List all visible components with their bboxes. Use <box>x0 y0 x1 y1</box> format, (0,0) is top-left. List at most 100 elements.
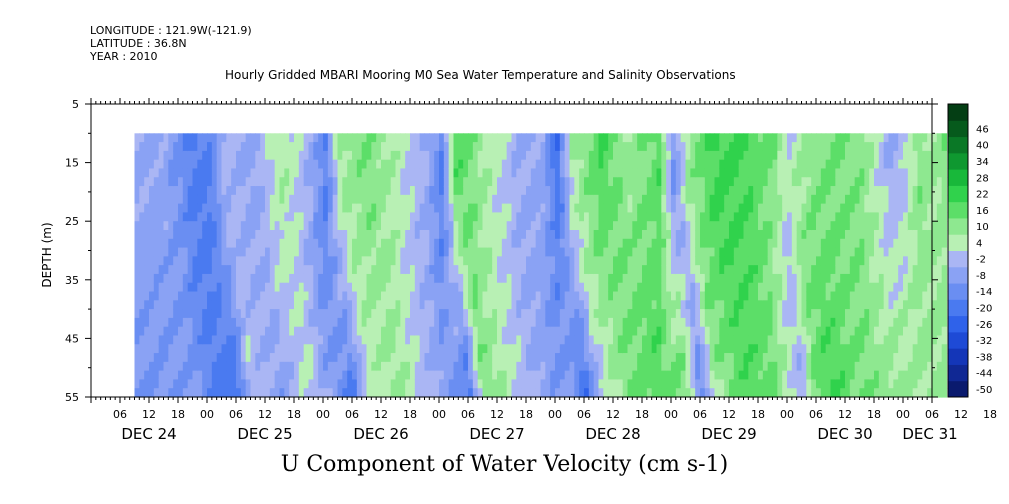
heatmap-cell <box>656 282 662 293</box>
heatmap-cell <box>559 335 566 345</box>
heatmap-cell <box>719 388 725 398</box>
heatmap-cell <box>410 133 416 143</box>
heatmap-cell <box>690 247 696 257</box>
heatmap-cell <box>443 326 450 337</box>
heatmap-cell <box>700 344 706 354</box>
heatmap-cell <box>265 353 271 363</box>
heatmap-cell <box>313 186 319 196</box>
heatmap-cell <box>569 388 575 398</box>
heatmap-cell <box>927 194 933 205</box>
heatmap-cell <box>883 282 890 293</box>
heatmap-cell <box>274 142 281 152</box>
heatmap-cell <box>139 361 145 372</box>
heatmap-cell <box>356 133 363 143</box>
heatmap-cell <box>284 265 290 275</box>
heatmap-cell <box>651 256 658 266</box>
heatmap-cell <box>869 300 875 310</box>
heatmap-cell <box>753 282 759 293</box>
heatmap-cell <box>753 370 759 381</box>
heatmap-cell <box>936 177 943 187</box>
heatmap-cell <box>656 370 662 381</box>
heatmap-cell <box>371 186 377 196</box>
heatmap-cell <box>927 247 933 257</box>
heatmap-cell <box>598 326 604 337</box>
heatmap-cell <box>516 282 522 293</box>
heatmap-cell <box>762 203 769 214</box>
heatmap-cell <box>405 388 411 398</box>
heatmap-cell <box>729 353 735 363</box>
heatmap-cell <box>187 317 194 328</box>
heatmap-cell <box>265 203 271 214</box>
heatmap-cell <box>516 247 522 257</box>
heatmap-cell <box>153 133 160 143</box>
heatmap-cell <box>400 353 406 363</box>
heatmap-cell <box>173 168 179 178</box>
heatmap-cell <box>149 388 155 398</box>
heatmap-cell <box>487 212 493 222</box>
heatmap-cell <box>791 300 798 310</box>
heatmap-cell <box>530 326 537 337</box>
heatmap-cell <box>675 177 682 187</box>
heatmap-cell <box>352 194 358 205</box>
heatmap-cell <box>632 256 638 266</box>
heatmap-cell <box>240 229 247 240</box>
heatmap-cell <box>250 353 256 363</box>
heatmap-cell <box>729 238 735 249</box>
heatmap-cell <box>236 344 242 354</box>
heatmap-cell <box>434 335 440 345</box>
heatmap-cell <box>236 388 242 398</box>
heatmap-cell <box>724 203 730 214</box>
heatmap-cell <box>342 177 348 187</box>
heatmap-cell <box>472 221 479 231</box>
heatmap-cell <box>738 282 745 293</box>
heatmap-cell <box>139 335 145 345</box>
heatmap-cell <box>859 186 865 196</box>
heatmap-cell <box>144 238 150 249</box>
heatmap-cell <box>352 370 358 381</box>
heatmap-cell <box>555 265 561 275</box>
heatmap-cell <box>791 142 798 152</box>
heatmap-cell <box>627 238 633 249</box>
heatmap-cell <box>463 212 469 222</box>
heatmap-cell <box>825 168 832 178</box>
heatmap-cell <box>371 291 377 301</box>
heatmap-cell <box>825 212 832 222</box>
heatmap-cell <box>724 177 730 187</box>
heatmap-cell <box>550 265 556 275</box>
heatmap-cell <box>758 265 764 275</box>
heatmap-cell <box>922 194 928 205</box>
heatmap-cell <box>371 344 377 354</box>
heatmap-cell <box>187 247 194 257</box>
heatmap-cell <box>796 273 803 284</box>
heatmap-cell <box>762 388 769 398</box>
heatmap-cell <box>574 221 580 231</box>
heatmap-cell <box>704 203 711 214</box>
heatmap-cell <box>197 247 203 257</box>
heatmap-cell <box>240 291 247 301</box>
heatmap-cell <box>627 370 633 381</box>
heatmap-cell <box>540 150 546 161</box>
heatmap-cell <box>313 256 319 266</box>
heatmap-cell <box>255 194 261 205</box>
heatmap-cell <box>521 229 527 240</box>
heatmap-cell <box>501 238 508 249</box>
heatmap-cell <box>526 238 532 249</box>
heatmap-cell <box>632 317 638 328</box>
heatmap-cell <box>787 273 793 284</box>
heatmap-cell <box>337 168 343 178</box>
heatmap-cell <box>719 326 725 337</box>
heatmap-cell <box>883 273 890 284</box>
heatmap-cell <box>622 229 629 240</box>
heatmap-cell <box>231 186 237 196</box>
heatmap-cell <box>173 133 179 143</box>
heatmap-cell <box>434 194 440 205</box>
heatmap-cell <box>579 186 585 196</box>
heatmap-cell <box>366 247 372 257</box>
heatmap-cell <box>163 335 169 345</box>
heatmap-cell <box>376 221 382 231</box>
heatmap-cell <box>216 159 223 170</box>
heatmap-cell <box>448 361 455 372</box>
heatmap-cell <box>521 133 527 143</box>
heatmap-cell <box>526 326 532 337</box>
heatmap-cell <box>361 265 368 275</box>
